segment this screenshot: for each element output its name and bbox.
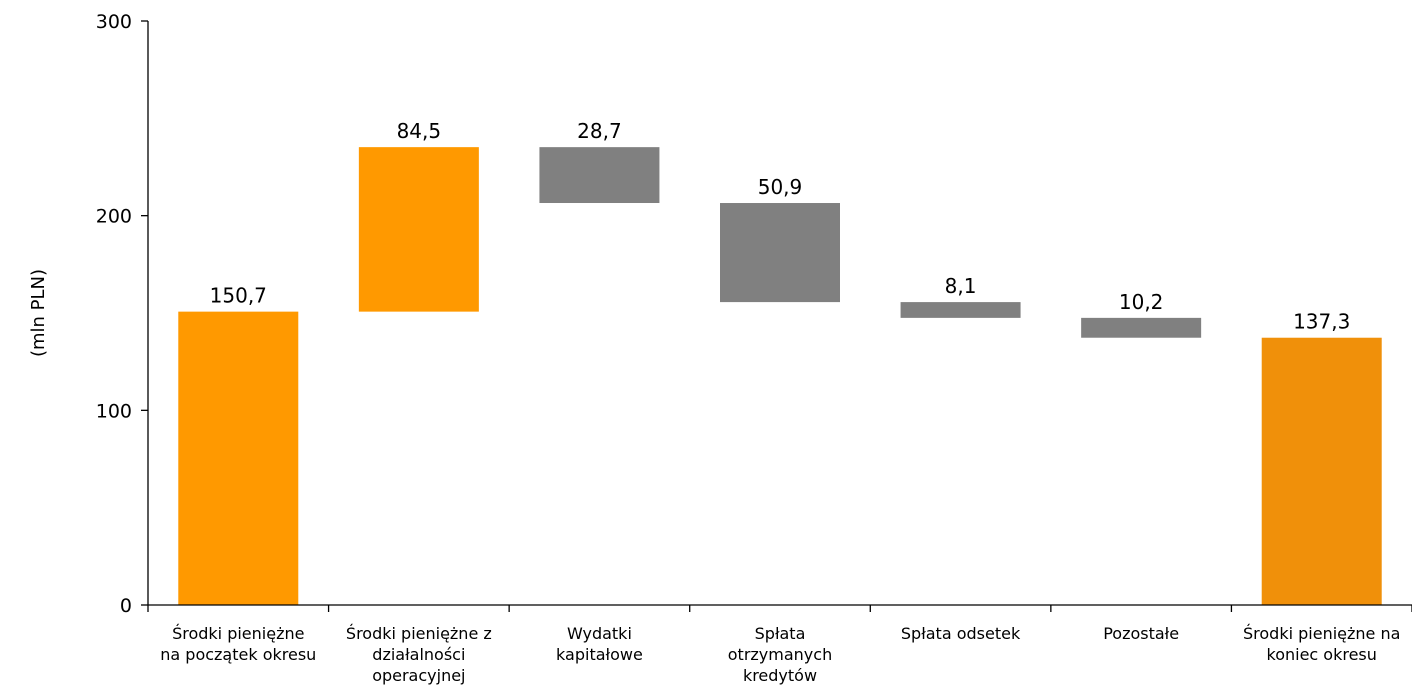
category-label-5: Spłata odsetek <box>901 624 1021 643</box>
y-axis-title: (mln PLN) <box>28 269 49 357</box>
data-label-1: 150,7 <box>210 284 267 308</box>
y-tick-label: 300 <box>96 11 132 33</box>
bar-3 <box>539 147 660 204</box>
bar-4 <box>720 203 840 303</box>
bar-5 <box>900 302 1021 318</box>
data-label-6: 10,2 <box>1119 290 1164 314</box>
bar-2 <box>358 147 479 312</box>
data-label-3: 28,7 <box>577 119 622 143</box>
y-tick-label: 0 <box>120 595 132 617</box>
category-label-6: Pozostałe <box>1103 624 1179 643</box>
data-label-2: 84,5 <box>397 119 442 143</box>
data-label-5: 8,1 <box>945 274 977 298</box>
y-tick-label: 200 <box>96 206 132 228</box>
data-label-4: 50,9 <box>758 175 803 199</box>
category-label-7: Środki pieniężne na koniec okresu <box>1243 624 1400 664</box>
category-label-4: Spłata otrzymanych kredytów <box>728 624 832 685</box>
bar-1 <box>178 311 299 605</box>
data-label-7: 137,3 <box>1293 310 1350 334</box>
bar-7 <box>1261 337 1382 605</box>
category-label-2: Środki pieniężne z działalności operacyjne… <box>346 624 492 685</box>
category-label-1: Środki pieniężne na początek okresu <box>160 624 316 664</box>
y-tick-label: 100 <box>96 400 132 422</box>
category-label-3: Wydatki kapitałowe <box>556 624 643 664</box>
bar-6 <box>1081 317 1202 338</box>
